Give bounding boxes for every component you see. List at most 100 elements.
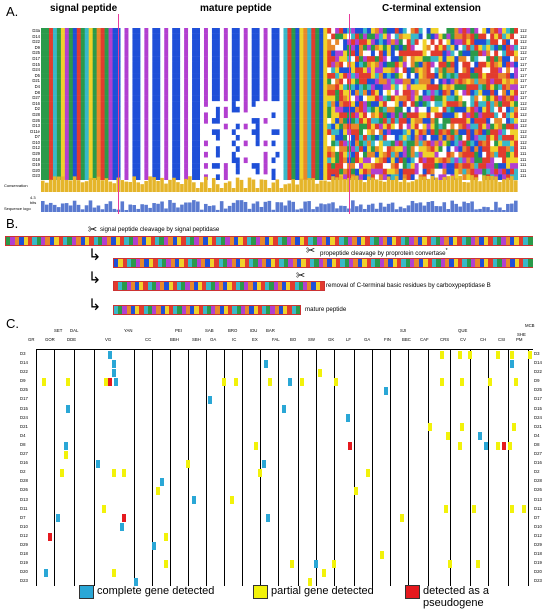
alignment-cell <box>251 146 256 153</box>
alignment-cell <box>271 151 276 158</box>
row-label-right: D9 <box>534 378 540 384</box>
alignment-cell <box>235 33 241 40</box>
alignment-cell <box>319 78 324 85</box>
alignment-cell <box>390 123 396 130</box>
alignment-cell <box>144 174 149 181</box>
alignment-cell <box>192 89 197 96</box>
alignment-cell <box>152 157 157 164</box>
alignment-cell <box>168 112 173 119</box>
alignment-cell <box>370 67 376 74</box>
conservation-bar <box>319 180 323 192</box>
alignment-cell <box>446 73 451 79</box>
alignment-cell <box>219 67 225 74</box>
alignment-cell <box>498 28 503 34</box>
alignment-cell <box>203 129 209 136</box>
alignment-cell <box>188 168 193 175</box>
alignment-cell <box>192 33 197 40</box>
alignment-cell <box>215 157 221 164</box>
alignment-cell <box>172 106 177 113</box>
alignment-cell <box>88 73 93 79</box>
alignment-cell <box>382 157 388 164</box>
alignment-cell <box>319 61 324 68</box>
alignment-cell <box>434 123 439 130</box>
alignment-cell <box>327 134 332 141</box>
alignment-cell <box>251 101 256 108</box>
conservation-bar <box>506 177 510 192</box>
alignment-cell <box>108 112 113 119</box>
alignment-cell <box>263 73 268 79</box>
alignment-cell <box>430 101 435 108</box>
alignment-cell <box>180 67 185 74</box>
alignment-cell <box>207 56 213 62</box>
conservation-bar <box>144 180 148 192</box>
alignment-cell <box>307 61 312 68</box>
conservation-bar <box>148 207 152 212</box>
alignment-cell <box>402 39 408 46</box>
alignment-cell <box>203 67 209 74</box>
alignment-cell <box>235 39 241 46</box>
alignment-cell <box>255 61 260 68</box>
alignment-cell <box>486 163 491 169</box>
alignment-cell <box>335 50 340 57</box>
alignment-cell <box>76 50 82 57</box>
alignment-cell <box>386 44 392 51</box>
alignment-cell <box>251 28 256 34</box>
alignment-cell <box>374 106 380 113</box>
alignment-cell <box>52 163 58 169</box>
alignment-cell <box>132 61 137 68</box>
alignment-cell <box>215 123 221 130</box>
alignment-cell <box>275 50 280 57</box>
alignment-cell <box>426 61 431 68</box>
alignment-cell <box>343 157 348 164</box>
sequence-residue <box>41 237 47 245</box>
alignment-cell <box>462 157 467 164</box>
alignment-cell <box>271 174 276 181</box>
alignment-cell <box>394 151 400 158</box>
alignment-cell <box>128 163 133 169</box>
alignment-cell <box>498 168 503 175</box>
alignment-cell <box>112 106 117 113</box>
conservation-bar <box>259 179 264 192</box>
alignment-cell <box>227 174 233 181</box>
alignment-cell <box>223 112 229 119</box>
alignment-cell <box>279 78 284 85</box>
alignment-cell <box>327 33 332 40</box>
alignment-cell <box>303 89 308 96</box>
alignment-cell <box>184 106 189 113</box>
conservation-bar <box>192 182 196 192</box>
alignment-cell <box>327 95 332 102</box>
alignment-cell <box>339 39 344 46</box>
alignment-cell <box>478 112 483 119</box>
alignment-cell <box>426 73 431 79</box>
alignment-cell <box>327 50 332 57</box>
alignment-cell <box>172 50 177 57</box>
alignment-cell <box>84 28 90 34</box>
sequence-residue <box>245 306 250 314</box>
alignment-cell <box>311 89 316 96</box>
alignment-cell <box>275 95 280 102</box>
alignment-cell <box>406 118 411 124</box>
alignment-cell <box>406 157 411 164</box>
alignment-cell <box>148 157 153 164</box>
alignment-cell <box>104 129 109 136</box>
alignment-cell <box>315 50 320 57</box>
alignment-cell <box>386 151 392 158</box>
conservation-bar <box>104 203 109 212</box>
alignment-cell <box>502 174 507 181</box>
alignment-cell <box>60 140 66 147</box>
alignment-cell <box>434 78 439 85</box>
alignment-cell <box>510 89 515 96</box>
conservation-bar <box>319 203 323 212</box>
alignment-cell <box>351 146 356 153</box>
alignment-cell <box>466 56 471 62</box>
alignment-cell <box>64 33 70 40</box>
conservation-bar <box>200 182 204 192</box>
sequence-residue <box>382 237 389 245</box>
alignment-cell <box>458 67 463 74</box>
alignment-cell <box>486 28 491 34</box>
alignment-cell <box>251 157 256 164</box>
detection-cell <box>122 468 126 477</box>
alignment-cell <box>231 146 237 153</box>
conservation-bar <box>168 179 172 192</box>
alignment-cell <box>402 106 408 113</box>
